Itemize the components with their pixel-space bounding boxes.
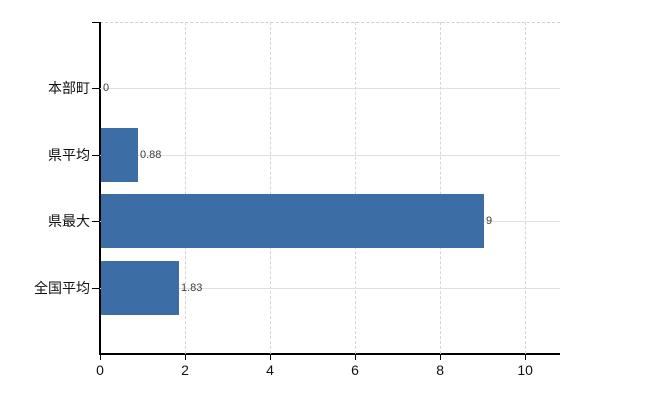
x-gridline	[355, 22, 357, 354]
x-axis-tick	[100, 355, 101, 360]
x-gridline	[525, 22, 527, 354]
bar	[101, 128, 138, 182]
bar-value-label: 0	[103, 82, 110, 94]
category-label: 県最大	[48, 213, 90, 229]
y-gridline	[100, 88, 560, 89]
x-axis-tick	[440, 355, 442, 360]
x-gridline	[185, 22, 187, 354]
category-label: 全国平均	[34, 280, 90, 296]
plot-top-border	[100, 22, 560, 23]
x-tick-label: 2	[181, 362, 189, 378]
category-label: 本部町	[48, 80, 90, 96]
y-gridline	[100, 288, 560, 289]
y-axis-tick	[92, 155, 99, 156]
y-gridline	[100, 155, 560, 156]
bar-value-label: 1.83	[181, 282, 203, 294]
x-axis-tick	[185, 355, 187, 360]
x-tick-label: 0	[96, 362, 104, 378]
x-tick-label: 10	[517, 362, 533, 378]
x-tick-label: 4	[266, 362, 274, 378]
y-axis-tick	[92, 288, 99, 289]
bar	[101, 261, 179, 315]
y-axis-tick	[92, 22, 99, 23]
x-gridline	[270, 22, 272, 354]
y-axis-tick	[92, 88, 99, 89]
x-tick-label: 6	[351, 362, 359, 378]
y-axis-tick	[92, 221, 99, 222]
bar-value-label: 9	[486, 215, 493, 227]
x-axis-tick	[270, 355, 272, 360]
x-axis-tick	[355, 355, 357, 360]
x-axis-tick	[525, 355, 527, 360]
bar-value-label: 0.88	[140, 149, 162, 161]
x-axis-line	[99, 353, 560, 355]
x-tick-label: 8	[436, 362, 444, 378]
bar	[101, 194, 484, 248]
x-gridline	[440, 22, 442, 354]
y-axis-line	[99, 22, 101, 354]
category-label: 県平均	[48, 147, 90, 163]
